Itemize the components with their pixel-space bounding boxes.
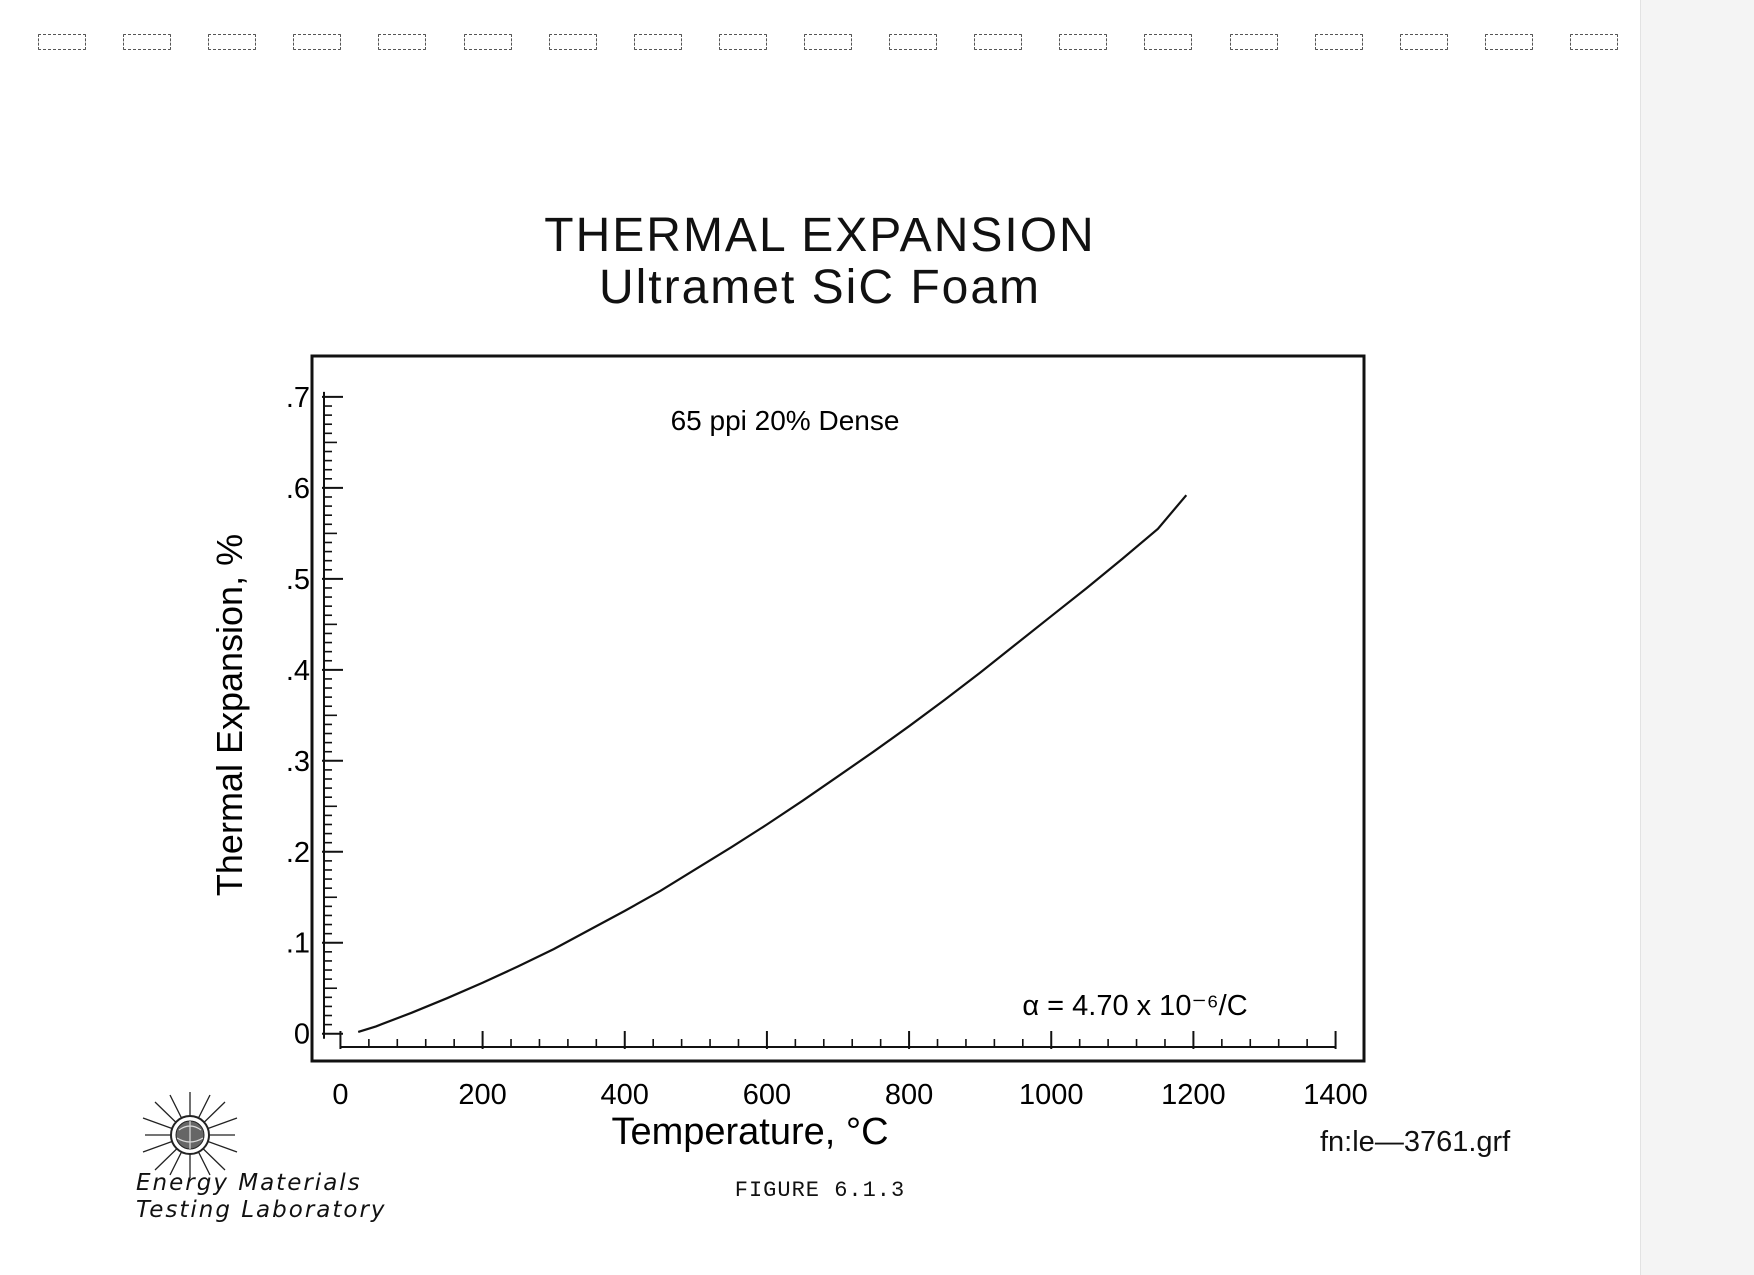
y-axis: 0 .1 .2 .3 .4 .5 .6 .7 <box>286 382 343 1051</box>
perforation-mark <box>1399 34 1448 50</box>
y-tick-label: .7 <box>286 382 310 414</box>
y-tick-label: .1 <box>286 928 310 960</box>
lab-name: Energy Materials Testing Laboratory <box>136 1170 387 1224</box>
alpha-annotation: α = 4.70 x 10⁻⁶/C <box>1022 990 1247 1022</box>
y-tick-label: .5 <box>286 564 310 596</box>
x-axis-label: Temperature, °C <box>611 1111 888 1153</box>
perforation-mark <box>633 34 682 50</box>
thermal-expansion-chart: 0 .1 .2 .3 .4 .5 .6 .7 0 200 400 600 800 1000 1200 140… <box>209 354 1368 1153</box>
star-burst-globe-icon <box>142 1092 238 1178</box>
perforation-mark <box>718 34 767 50</box>
x-tick-label: 800 <box>885 1079 933 1111</box>
y-tick-label: .4 <box>286 655 310 687</box>
perforation-mark <box>123 34 172 50</box>
x-tick-label: 1200 <box>1161 1079 1226 1111</box>
perforation-mark <box>1144 34 1193 50</box>
perforation-mark <box>974 34 1023 50</box>
file-name: fn:le—3761.grf <box>1320 1126 1511 1158</box>
perforation-mark <box>548 34 597 50</box>
y-tick-label: 0 <box>294 1019 310 1051</box>
perforation-mark <box>1229 34 1278 50</box>
chart-title-block: THERMAL EXPANSION Ultramet SiC Foam <box>0 210 1640 314</box>
perforation-mark <box>1569 34 1618 50</box>
lab-name-line-1: Energy Materials <box>136 1170 362 1196</box>
x-tick-label: 0 <box>332 1079 348 1111</box>
perforation-mark <box>208 34 257 50</box>
x-tick-label: 400 <box>601 1079 649 1111</box>
perforation-strip <box>38 30 1618 54</box>
figure-caption: FIGURE 6.1.3 <box>734 1178 906 1203</box>
perforation-mark <box>293 34 342 50</box>
sample-annotation: 65 ppi 20% Dense <box>671 405 900 436</box>
perforation-mark <box>1059 34 1108 50</box>
perforation-mark <box>1484 34 1533 50</box>
x-tick-label: 200 <box>458 1079 506 1111</box>
y-axis-label: Thermal Expansion, % <box>209 534 250 896</box>
perforation-mark <box>38 34 86 50</box>
chart-subtitle: Ultramet SiC Foam <box>598 261 1042 314</box>
expansion-curve <box>357 494 1188 1033</box>
x-tick-label: 1400 <box>1303 1079 1368 1111</box>
perforation-mark <box>463 34 512 50</box>
perforation-mark <box>1314 34 1363 50</box>
x-tick-label: 600 <box>743 1079 791 1111</box>
perforation-mark <box>378 34 427 50</box>
y-tick-label: .2 <box>286 837 310 869</box>
y-tick-label: .3 <box>286 746 310 778</box>
y-tick-label: .6 <box>286 473 310 505</box>
x-tick-label: 1000 <box>1019 1079 1084 1111</box>
plot-frame <box>310 354 1366 1063</box>
perforation-mark <box>803 34 852 50</box>
scan-edge-margin <box>1640 0 1754 1275</box>
chart-title: THERMAL EXPANSION <box>544 209 1096 262</box>
x-axis: 0 200 400 600 800 1000 1200 1400 <box>332 1031 1368 1111</box>
lab-name-line-2: Testing Laboratory <box>136 1197 387 1223</box>
perforation-mark <box>889 34 938 50</box>
